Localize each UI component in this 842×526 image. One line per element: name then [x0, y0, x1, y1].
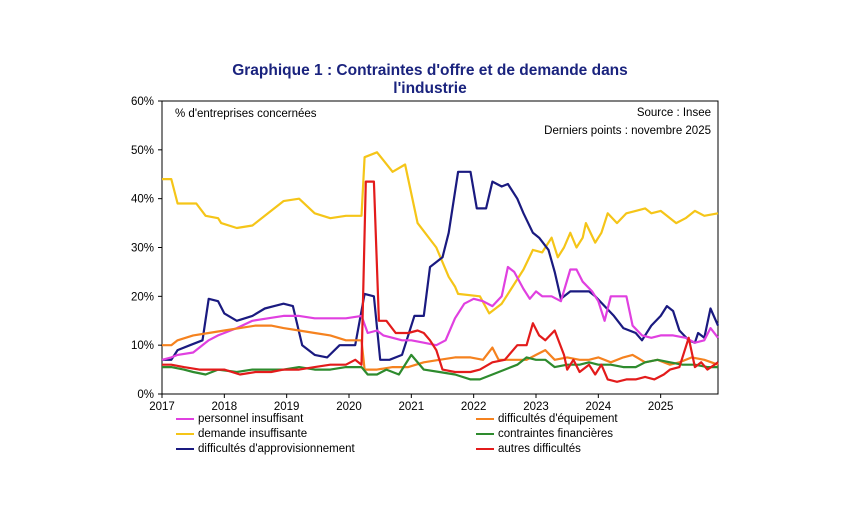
- series-line-1: [162, 170, 720, 361]
- series-line-0: [162, 151, 719, 315]
- y-tick-label: 50%: [131, 145, 154, 157]
- x-tick-label: 2017: [149, 401, 175, 413]
- x-tick-label: 2018: [212, 401, 238, 413]
- plot-frame: [161, 100, 719, 395]
- y-tick-label: 10%: [131, 340, 154, 352]
- legend-label: contraintes financières: [498, 428, 614, 440]
- x-tick-label: 2022: [461, 401, 487, 413]
- x-tick-label: 2025: [648, 401, 674, 413]
- series-line-3: [162, 324, 719, 371]
- legend-item-approvisionnement: difficultés d'approvisionnement: [176, 443, 355, 455]
- series-line-4: [162, 353, 718, 381]
- x-axis: 2017 2018 2019 2020 2021 2022 2023 2024 2025: [149, 394, 673, 413]
- y-tick-label: 40%: [131, 194, 154, 206]
- x-tick-label: 2023: [523, 401, 549, 413]
- chart-title-line1: Graphique 1 : Contraintes d'offre et de …: [232, 62, 628, 79]
- legend-label: difficultés d'équipement: [498, 413, 618, 425]
- x-tick-label: 2020: [336, 401, 362, 413]
- chart-title-line2: l'industrie: [393, 80, 467, 97]
- series-line-5: [162, 180, 719, 383]
- chart-title: Graphique 1 : Contraintes d'offre et de …: [150, 62, 710, 98]
- legend-swatch: [476, 448, 494, 450]
- legend-swatch: [476, 433, 494, 435]
- last-points-note: Derniers points : novembre 2025: [544, 125, 711, 137]
- legend-label: demande insuffisante: [198, 428, 308, 440]
- legend-item-financieres: contraintes financières: [476, 428, 613, 440]
- y-tick-label: 30%: [131, 243, 154, 255]
- legend-swatch: [476, 418, 494, 420]
- legend-item-personnel: personnel insuffisant: [176, 413, 303, 425]
- y-tick-label: 20%: [131, 291, 154, 303]
- legend-swatch: [176, 418, 194, 420]
- legend-label: autres difficultés: [498, 443, 581, 455]
- legend-swatch: [176, 448, 194, 450]
- legend-item-autres: autres difficultés: [476, 443, 581, 455]
- series-line-2: [161, 265, 719, 361]
- y-tick-label: 0%: [137, 389, 154, 401]
- legend-label: difficultés d'approvisionnement: [198, 443, 355, 455]
- series-lines: [161, 151, 720, 383]
- legend-label: personnel insuffisant: [198, 413, 304, 425]
- x-tick-label: 2021: [399, 401, 425, 413]
- legend-item-equipement: difficultés d'équipement: [476, 413, 618, 425]
- legend-item-demande: demande insuffisante: [176, 428, 307, 440]
- y-axis: 0% 10% 20% 30% 40% 50% 60%: [131, 96, 162, 401]
- y-tick-label: 60%: [131, 96, 154, 108]
- source-note: Source : Insee: [637, 107, 711, 119]
- x-tick-label: 2024: [586, 401, 612, 413]
- x-tick-label: 2019: [274, 401, 300, 413]
- legend-swatch: [176, 433, 194, 435]
- ylabel-note: % d'entreprises concernées: [175, 108, 317, 120]
